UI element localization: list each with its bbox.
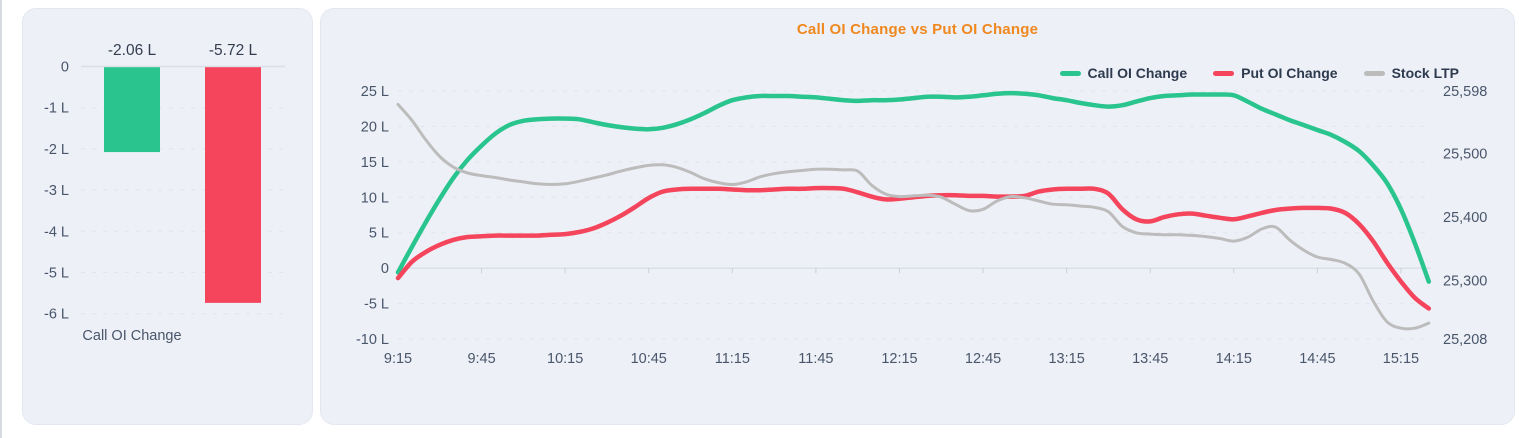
oi-change-line-panel: Call OI Change vs Put OI Change Call OI …: [320, 8, 1515, 425]
left-edge-divider: [0, 0, 2, 438]
legend-label-call-oi: Call OI Change: [1087, 65, 1188, 81]
svg-text:10:15: 10:15: [547, 351, 583, 367]
stock-ltp-legend-swatch-icon: [1363, 70, 1385, 76]
svg-text:11:45: 11:45: [798, 351, 833, 367]
chart-legend: Call OI Change Put OI Change Stock LTP: [1059, 65, 1459, 81]
svg-text:10:45: 10:45: [631, 351, 667, 367]
svg-text:-6 L: -6 L: [44, 307, 69, 323]
svg-text:-4 L: -4 L: [44, 224, 69, 240]
svg-text:25,598: 25,598: [1443, 84, 1487, 100]
svg-text:-10 L: -10 L: [356, 332, 389, 348]
svg-text:0: 0: [61, 60, 69, 76]
svg-text:25,400: 25,400: [1443, 210, 1487, 226]
svg-text:Call OI Change: Call OI Change: [82, 328, 181, 344]
legend-label-stock-ltp: Stock LTP: [1391, 65, 1459, 81]
svg-text:12:15: 12:15: [881, 351, 917, 367]
svg-text:10 L: 10 L: [361, 190, 389, 206]
svg-text:15 L: 15 L: [361, 155, 389, 171]
svg-text:25,300: 25,300: [1443, 274, 1487, 290]
svg-text:-2.06 L: -2.06 L: [108, 42, 157, 59]
svg-text:20 L: 20 L: [361, 119, 389, 135]
svg-text:-2 L: -2 L: [44, 142, 69, 158]
legend-label-put-oi: Put OI Change: [1241, 65, 1338, 81]
svg-text:13:15: 13:15: [1048, 351, 1084, 367]
svg-text:25,500: 25,500: [1443, 146, 1487, 162]
put-oi-legend-swatch-icon: [1213, 70, 1235, 76]
svg-text:0: 0: [381, 261, 389, 277]
call-oi-legend-swatch-icon: [1059, 70, 1081, 76]
chart-title: Call OI Change vs Put OI Change: [796, 21, 1039, 38]
svg-text:9:45: 9:45: [467, 351, 495, 367]
svg-text:5 L: 5 L: [369, 226, 389, 242]
svg-text:12:45: 12:45: [965, 351, 1001, 367]
svg-text:14:15: 14:15: [1216, 351, 1252, 367]
svg-text:-5 L: -5 L: [364, 297, 389, 313]
svg-text:15:15: 15:15: [1383, 351, 1419, 367]
svg-text:-5 L: -5 L: [44, 266, 69, 282]
oi-change-bar-chart[interactable]: 0 -1 L -2 L -3 L -4 L -5 L -6 L -2.06 L -5.72 L C…: [23, 9, 314, 426]
svg-text:-5.72 L: -5.72 L: [209, 42, 258, 59]
svg-text:13:45: 13:45: [1132, 351, 1168, 367]
oi-change-bar-panel: 0 -1 L -2 L -3 L -4 L -5 L -6 L -2.06 L -5.72 L C…: [22, 8, 313, 425]
legend-item-stock-ltp[interactable]: Stock LTP: [1363, 65, 1459, 81]
legend-item-put-oi-change[interactable]: Put OI Change: [1213, 65, 1338, 81]
svg-text:-3 L: -3 L: [44, 183, 69, 199]
svg-text:-1 L: -1 L: [44, 101, 69, 117]
oi-change-line-chart[interactable]: 25 L 20 L 15 L 10 L 5 L 0 -5 L -10 L 25,598 25,50…: [321, 9, 1516, 426]
svg-text:14:45: 14:45: [1299, 351, 1335, 367]
svg-text:25,208: 25,208: [1443, 332, 1487, 348]
legend-item-call-oi-change[interactable]: Call OI Change: [1059, 65, 1188, 81]
svg-text:25 L: 25 L: [361, 84, 389, 100]
svg-text:9:15: 9:15: [384, 351, 412, 367]
svg-text:11:15: 11:15: [715, 351, 750, 367]
